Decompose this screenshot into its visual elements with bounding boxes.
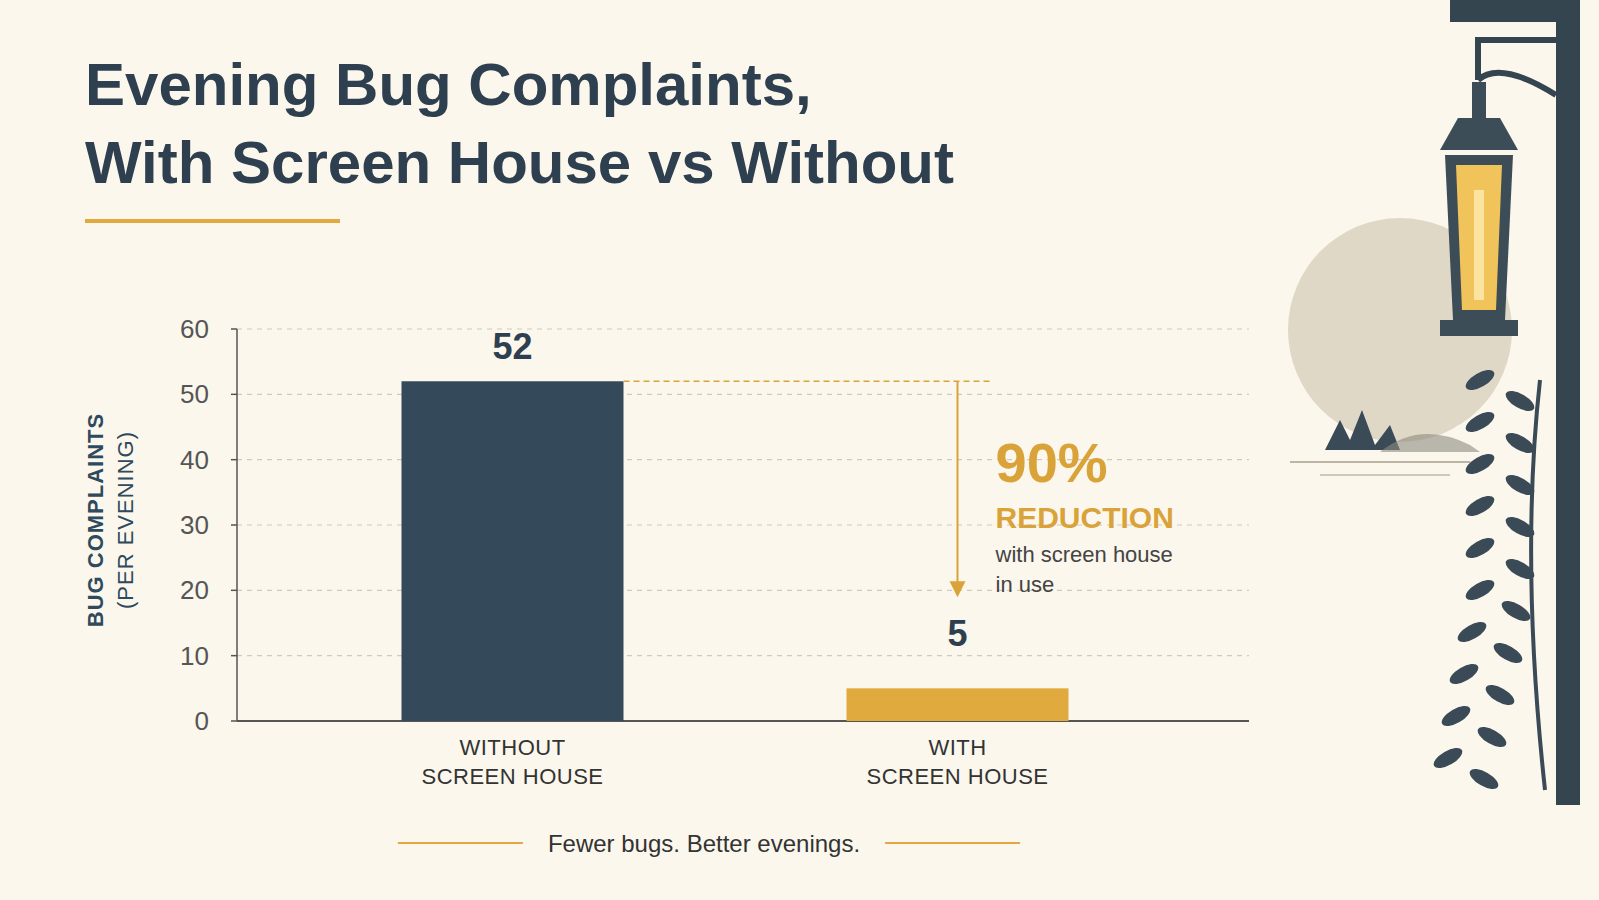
leaf [1463, 366, 1498, 394]
lantern-roof [1440, 118, 1518, 150]
lantern-base [1440, 320, 1518, 336]
lantern-glow [1456, 165, 1502, 310]
y-tick-label: 60 [180, 314, 209, 344]
y-tick-label: 20 [180, 575, 209, 605]
annotation-head: REDUCTION [996, 501, 1174, 534]
y-tick-label: 30 [180, 510, 209, 540]
annotation-note-line: with screen house [995, 542, 1173, 567]
grid-line [237, 720, 1249, 721]
trees [1325, 410, 1400, 450]
chart-root: Evening Bug Complaints, With Screen House… [0, 0, 1599, 900]
y-tick [231, 459, 237, 461]
post-cap [1450, 0, 1580, 22]
y-tick-label: 10 [180, 641, 209, 671]
annotation-note-line: in use [996, 572, 1055, 597]
title-line: Evening Bug Complaints, [85, 51, 812, 118]
background [0, 0, 1599, 900]
leaf [1463, 450, 1498, 478]
title-underline [85, 219, 340, 223]
grid-line [237, 655, 1249, 656]
x-tick-label-line: WITHOUT [459, 735, 565, 760]
annotation-note: with screen house in use [995, 542, 1173, 597]
y-tick-label: 40 [180, 445, 209, 475]
y-axis [236, 329, 238, 721]
y-tick-label: 0 [195, 706, 209, 736]
annotation-value: 90% [996, 431, 1108, 494]
bars [402, 381, 1069, 721]
bar [847, 688, 1069, 721]
y-tick [231, 590, 237, 592]
leaf [1467, 765, 1502, 793]
grid-line [237, 394, 1249, 395]
grid [231, 329, 1249, 721]
annotation-dash [624, 381, 993, 383]
grid-line [237, 590, 1249, 591]
water-line [1320, 474, 1450, 476]
x-tick-label: WITHOUT SCREEN HOUSE [421, 735, 603, 789]
leaf [1491, 639, 1526, 667]
bar [402, 381, 624, 721]
bracket [1478, 40, 1556, 95]
caption-rule [885, 842, 1020, 844]
post [1556, 0, 1580, 805]
leaf [1499, 597, 1534, 625]
title-line: With Screen House vs Without [85, 129, 954, 196]
data-label: 52 [492, 326, 532, 367]
leaf [1503, 387, 1538, 415]
x-tick-label-line: SCREEN HOUSE [866, 764, 1048, 789]
lantern-frame [1445, 155, 1513, 320]
leaf [1431, 744, 1466, 772]
leaf [1463, 534, 1498, 562]
leaf [1463, 408, 1498, 436]
caption: Fewer bugs. Better evenings. [548, 830, 860, 857]
y-tick [231, 328, 237, 330]
lantern-flame [1474, 190, 1484, 300]
leaf [1483, 681, 1518, 709]
x-tick-label-line: WITH [928, 735, 986, 760]
water-line [1290, 461, 1470, 463]
lantern-hook [1472, 82, 1486, 120]
grid-line [237, 328, 1249, 329]
decoration [1288, 0, 1580, 805]
stem [1531, 380, 1545, 790]
y-tick [231, 720, 237, 722]
y-tick [231, 524, 237, 526]
title: Evening Bug Complaints, With Screen House… [85, 51, 954, 196]
y-tick-label: 50 [180, 379, 209, 409]
y-tick [231, 655, 237, 657]
annotation-arrow [957, 381, 959, 583]
leaf [1455, 618, 1490, 646]
x-tick-label: WITH SCREEN HOUSE [866, 735, 1048, 789]
leaf [1463, 492, 1498, 520]
leaf [1439, 702, 1474, 730]
leaf [1463, 576, 1498, 604]
leaf [1447, 660, 1482, 688]
y-axis-title-line: (PER EVENING) [113, 431, 138, 609]
y-tick [231, 394, 237, 396]
x-axis [237, 720, 1249, 722]
caption-rule [398, 842, 523, 844]
data-label: 5 [947, 613, 967, 654]
annotation-arrowhead [950, 581, 966, 597]
leaf [1475, 723, 1510, 751]
x-tick-label-line: SCREEN HOUSE [421, 764, 603, 789]
hill [1380, 434, 1480, 452]
y-axis-title: BUG COMPLAINTS(PER EVENING) [83, 413, 138, 627]
y-axis-title-line: BUG COMPLAINTS [83, 413, 108, 627]
